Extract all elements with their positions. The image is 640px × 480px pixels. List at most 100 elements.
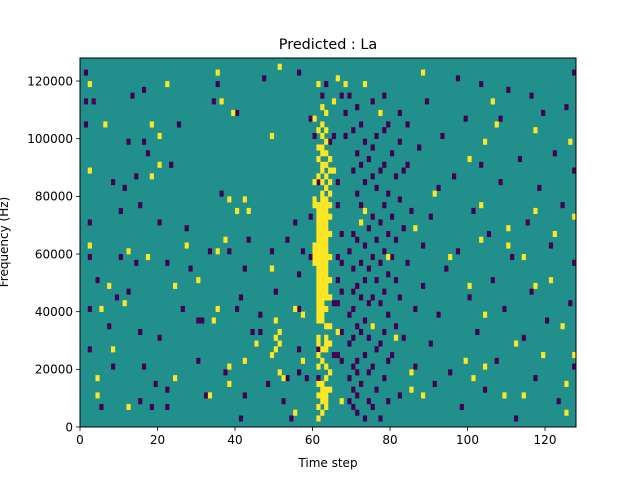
heatmap-cell-low (83, 69, 89, 76)
heatmap-cell-low (157, 334, 162, 341)
heatmap-cell-low (490, 277, 495, 284)
heatmap-cell-low (351, 167, 356, 174)
heatmap-cell-high (316, 127, 321, 134)
heatmap-cell-low (479, 161, 484, 168)
heatmap-cell-low (432, 380, 437, 387)
y-tick-label: 100000 (27, 132, 73, 146)
heatmap-cell-high (324, 202, 329, 209)
heatmap-cell-low (87, 254, 92, 261)
heatmap-cell-low (184, 225, 189, 232)
heatmap-cell-high (316, 271, 321, 278)
heatmap-cell-high (320, 317, 325, 324)
heatmap-cell-low (370, 98, 375, 105)
heatmap-cell-high (316, 282, 321, 289)
x-tick-label: 40 (227, 433, 242, 447)
heatmap-cell-low (386, 357, 391, 364)
heatmap-cell-low (521, 334, 526, 341)
heatmap-cell-low (145, 150, 151, 157)
heatmap-cell-low (393, 277, 399, 284)
heatmap-cell-high (324, 334, 329, 341)
heatmap-cell-low (149, 403, 154, 411)
heatmap-cell-high (479, 202, 484, 209)
heatmap-cell-low (386, 271, 391, 278)
heatmap-cell-low (533, 375, 538, 382)
heatmap-cell-low (362, 242, 368, 249)
heatmap-cell-high (293, 409, 298, 416)
heatmap-cell-high (173, 375, 178, 382)
heatmap-cell-high (324, 207, 329, 214)
heatmap-cell-high (219, 98, 224, 105)
heatmap-cell-high (293, 305, 298, 312)
heatmap-cell-high (316, 213, 321, 220)
heatmap-cell-high (339, 398, 344, 405)
heatmap-cell-high (320, 265, 325, 272)
heatmap-cell-high (324, 265, 329, 272)
heatmap-cell-low (196, 357, 201, 364)
heatmap-cell-low (130, 92, 135, 99)
heatmap-cell-low (362, 277, 368, 284)
heatmap-cell-high (157, 161, 162, 168)
heatmap-cell-high (316, 305, 321, 312)
heatmap-cell-high (409, 386, 414, 393)
heatmap-cell-high (320, 104, 325, 111)
heatmap-cell-low (401, 334, 406, 341)
heatmap-cell-high (413, 225, 418, 232)
heatmap-cell-low (386, 230, 391, 238)
heatmap-cell-high (122, 300, 127, 307)
heatmap-cell-high (87, 167, 92, 174)
heatmap-cell-low (386, 311, 391, 318)
heatmap-cell-low (83, 121, 89, 128)
heatmap-cell-low (564, 104, 569, 111)
heatmap-cell-low (355, 236, 360, 243)
heatmap-cell-low (269, 248, 275, 255)
heatmap-cell-high (324, 288, 329, 295)
heatmap-cell-low (479, 81, 484, 88)
heatmap-cell-low (281, 398, 286, 405)
heatmap-cell-high (324, 225, 329, 232)
heatmap-cell-low (312, 132, 317, 140)
heatmap-cell-low (359, 259, 364, 266)
heatmap-cell-high (448, 254, 453, 261)
heatmap-cell-high (324, 282, 329, 289)
heatmap-cell-high (560, 323, 565, 330)
x-tick-label: 100 (456, 433, 479, 447)
heatmap-cell-high (316, 363, 321, 370)
heatmap-cell-low (517, 156, 523, 163)
heatmap-cell-low (382, 161, 387, 168)
heatmap-cell-low (176, 121, 182, 128)
heatmap-cell-high (324, 305, 329, 312)
heatmap-cell-low (548, 242, 554, 249)
heatmap-cell-high (215, 305, 220, 312)
heatmap-cell-low (428, 340, 433, 347)
heatmap-cell-low (107, 323, 112, 330)
heatmap-cell-high (324, 346, 329, 353)
heatmap-cell-high (277, 328, 282, 336)
heatmap-cell-low (331, 352, 337, 359)
heatmap-cell-low (382, 288, 387, 295)
heatmap-cell-low (355, 409, 360, 416)
heatmap-cell-low (463, 115, 468, 122)
heatmap-cell-low (114, 294, 120, 301)
x-tick-label: 80 (382, 433, 397, 447)
heatmap-cell-low (444, 265, 449, 272)
heatmap-cell-low (335, 300, 340, 307)
heatmap-cell-low (215, 81, 220, 88)
heatmap-cell-high (273, 346, 278, 353)
heatmap-cell-low (405, 161, 410, 168)
heatmap-cell-low (374, 386, 379, 393)
heatmap-cell-low (347, 311, 352, 318)
x-tick-label: 20 (150, 433, 165, 447)
heatmap-cell-high (320, 202, 325, 209)
heatmap-cell-low (370, 363, 375, 370)
heatmap-cell-low (328, 138, 333, 145)
heatmap-cell-high (328, 202, 333, 209)
heatmap-cell-high (432, 190, 437, 197)
heatmap-cell-high (421, 69, 426, 76)
heatmap-cell-high (316, 311, 321, 318)
heatmap-cell-low (405, 259, 410, 266)
heatmap-cell-high (300, 357, 306, 364)
heatmap-cell-low (382, 328, 387, 336)
heatmap-cell-high (471, 375, 476, 382)
heatmap-cell-high (215, 248, 220, 255)
heatmap-cell-high (316, 81, 321, 88)
